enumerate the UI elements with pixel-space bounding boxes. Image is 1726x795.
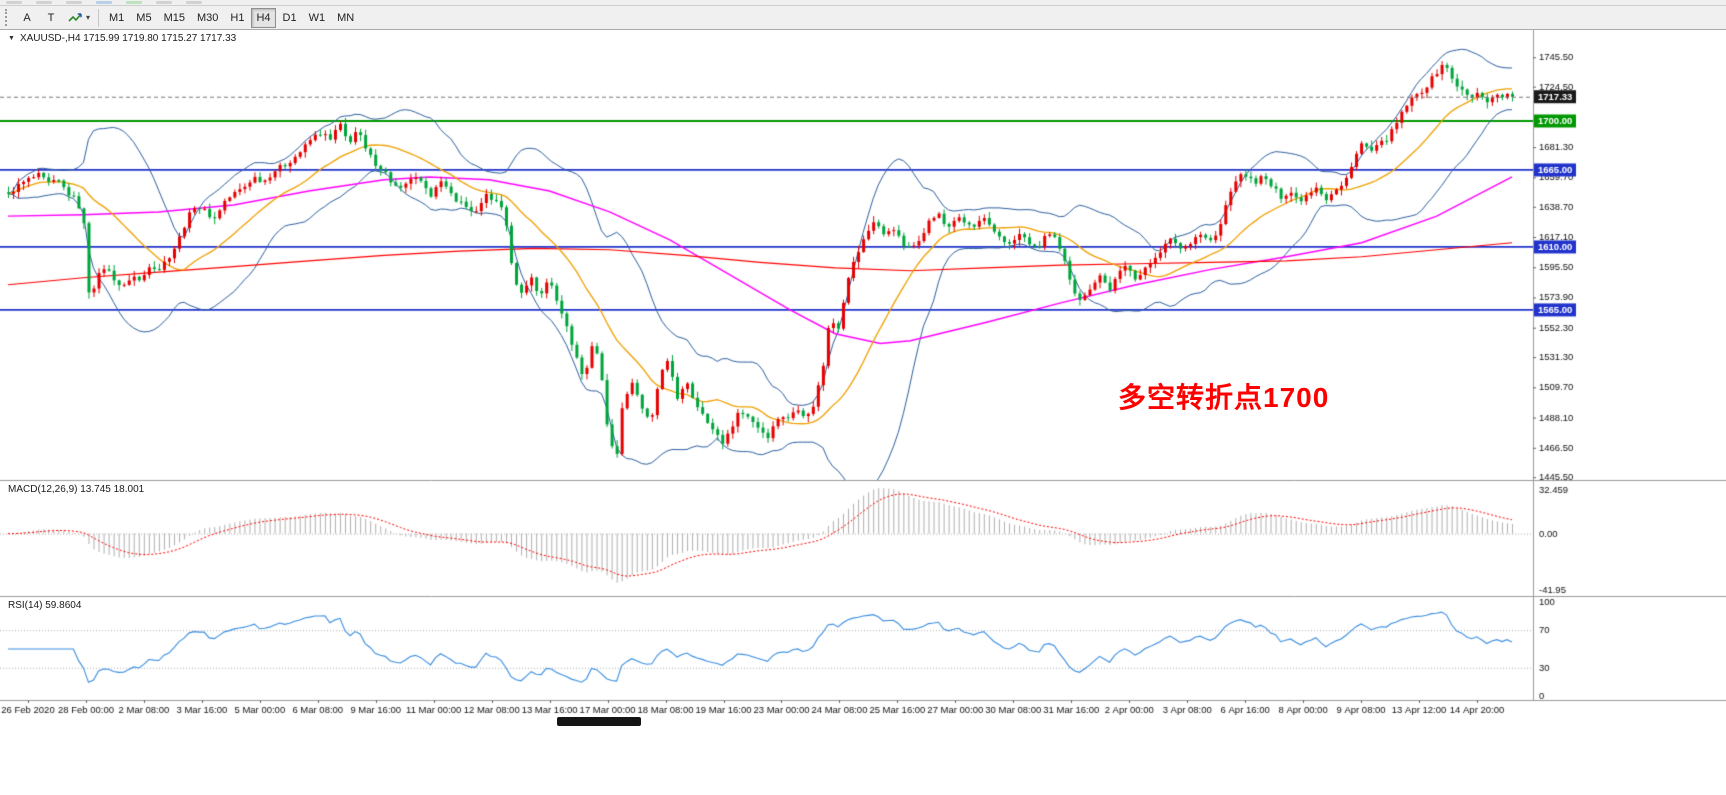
arrows-icon <box>68 12 82 22</box>
partial-icon <box>66 1 82 4</box>
chart-toolbar: A T ▾ M1 M5 M15 M30 H1 H4 D1 W1 MN <box>0 6 1726 30</box>
text-label-tool-button[interactable]: A <box>15 8 39 28</box>
timeframe-button-m30[interactable]: M30 <box>192 8 223 28</box>
partial-taskbar-item <box>557 717 641 726</box>
partial-icon <box>6 1 22 4</box>
timeframe-button-m5[interactable]: M5 <box>131 8 156 28</box>
dropdown-caret-icon[interactable]: ▾ <box>86 13 91 22</box>
timeframe-button-w1[interactable]: W1 <box>304 8 331 28</box>
chart-style-button[interactable] <box>63 8 87 28</box>
partial-icon <box>156 1 172 4</box>
timeframe-button-m1[interactable]: M1 <box>104 8 129 28</box>
chart-window: ▼ XAUUSD-,H4 1715.99 1719.80 1715.27 171… <box>0 30 1726 715</box>
symbol-dropdown-icon[interactable]: ▼ <box>8 35 15 42</box>
timeframe-button-group: M1 M5 M15 M30 H1 H4 D1 W1 MN <box>104 7 359 28</box>
timeframe-button-mn[interactable]: MN <box>332 8 359 28</box>
chart-canvas[interactable] <box>0 30 1726 715</box>
partial-icon <box>126 1 142 4</box>
toolbar-separator <box>98 8 100 27</box>
partial-icon <box>36 1 52 4</box>
partial-icon <box>186 1 202 4</box>
timeframe-button-h1[interactable]: H1 <box>225 8 249 28</box>
toolbar-grip-handle[interactable] <box>5 9 10 26</box>
text-tool-button[interactable]: T <box>39 8 63 28</box>
timeframe-button-m15[interactable]: M15 <box>159 8 190 28</box>
top-toolbar-partial <box>0 0 1726 6</box>
timeframe-button-h4[interactable]: H4 <box>251 7 276 28</box>
partial-icon <box>96 1 112 4</box>
timeframe-button-d1[interactable]: D1 <box>278 8 302 28</box>
